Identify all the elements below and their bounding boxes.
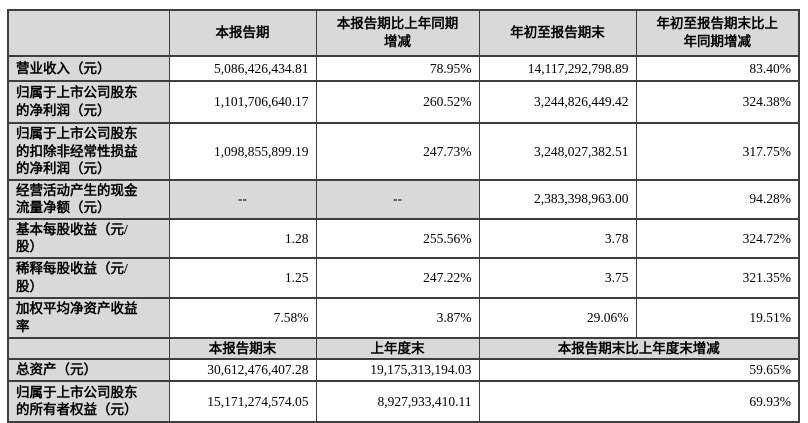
financial-summary-table: 本报告期 本报告期比上年同期 增减 年初至报告期末 年初至报告期末比上 年同期增… [7, 9, 800, 423]
header-row-end-of-period: 本报告期末 上年度末 本报告期末比上年度末增减 [7, 336, 800, 361]
value-current: 1.25 [168, 256, 317, 299]
metric-label: 加权平均净资产收益 率 [7, 296, 170, 339]
row-net-profit-excl-nonrecurring: 归属于上市公司股东 的扣除非经常性损益 的净利润（元） 1,098,855,89… [7, 122, 800, 181]
value-yoy: 78.95% [315, 55, 480, 82]
row-diluted-eps: 稀释每股收益（元/ 股） 1.25 247.22% 3.75 321.35% [7, 256, 800, 299]
value-end-of-period: 30,612,476,407.28 [168, 358, 317, 382]
value-yoy: 3.87% [315, 296, 480, 339]
row-revenue: 营业收入（元） 5,086,426,434.81 78.95% 14,117,2… [7, 55, 800, 82]
value-yoy: 247.73% [315, 122, 480, 181]
value-yoy: 247.22% [315, 256, 480, 299]
value-change: 69.93% [478, 379, 800, 423]
header-prior-year-end: 上年度末 [315, 336, 480, 361]
value-current: 7.58% [168, 296, 317, 339]
row-operating-cash-flow: 经营活动产生的现金 流量净额（元） -- -- 2,383,398,963.00… [7, 178, 800, 220]
row-total-assets: 总资产（元） 30,612,476,407.28 19,175,313,194.… [7, 358, 800, 382]
header-end-of-period: 本报告期末 [168, 336, 317, 361]
value-ytd-yoy: 94.28% [635, 178, 800, 220]
value-ytd: 3.78 [478, 217, 637, 259]
metric-label: 归属于上市公司股东 的扣除非经常性损益 的净利润（元） [7, 122, 170, 181]
header-year-to-date: 年初至报告期末 [478, 9, 637, 57]
metric-label: 基本每股收益（元/ 股） [7, 217, 170, 259]
value-change: 59.65% [478, 358, 800, 382]
value-ytd: 3,244,826,449.42 [478, 80, 637, 124]
value-current-na: -- [168, 178, 317, 220]
value-prior-year-end: 8,927,933,410.11 [315, 379, 480, 423]
value-ytd: 3,248,027,382.51 [478, 122, 637, 181]
value-ytd-yoy: 321.35% [635, 256, 800, 299]
header-current-period: 本报告期 [168, 9, 317, 57]
value-ytd-yoy: 317.75% [635, 122, 800, 181]
metric-label: 经营活动产生的现金 流量净额（元） [7, 178, 170, 220]
value-ytd: 29.06% [478, 296, 637, 339]
value-current: 1.28 [168, 217, 317, 259]
metric-label: 归属于上市公司股东 的净利润（元） [7, 80, 170, 124]
row-basic-eps: 基本每股收益（元/ 股） 1.28 255.56% 3.78 324.72% [7, 217, 800, 259]
value-ytd: 14,117,292,798.89 [478, 55, 637, 82]
header-empty-cell [7, 336, 170, 361]
value-end-of-period: 15,171,274,574.05 [168, 379, 317, 423]
header-change-vs-prior-year-end: 本报告期末比上年度末增减 [478, 336, 800, 361]
row-weighted-avg-roe: 加权平均净资产收益 率 7.58% 3.87% 29.06% 19.51% [7, 296, 800, 339]
value-ytd-yoy: 324.38% [635, 80, 800, 124]
header-empty-cell [7, 9, 170, 57]
value-yoy: 255.56% [315, 217, 480, 259]
value-yoy: 260.52% [315, 80, 480, 124]
value-ytd: 2,383,398,963.00 [478, 178, 637, 220]
financial-summary-section: 本报告期 本报告期比上年同期 增减 年初至报告期末 年初至报告期末比上 年同期增… [7, 9, 800, 423]
value-ytd-yoy: 324.72% [635, 217, 800, 259]
metric-label: 营业收入（元） [7, 55, 170, 82]
value-ytd: 3.75 [478, 256, 637, 299]
value-current: 1,098,855,899.19 [168, 122, 317, 181]
row-equity-attributable-to-shareholders: 归属于上市公司股东 的所有者权益（元） 15,171,274,574.05 8,… [7, 379, 800, 423]
value-yoy-na: -- [315, 178, 480, 220]
header-year-to-date-yoy: 年初至报告期末比上 年同期增减 [635, 9, 800, 57]
value-ytd-yoy: 19.51% [635, 296, 800, 339]
value-current: 5,086,426,434.81 [168, 55, 317, 82]
header-row-period: 本报告期 本报告期比上年同期 增减 年初至报告期末 年初至报告期末比上 年同期增… [7, 9, 800, 57]
metric-label: 稀释每股收益（元/ 股） [7, 256, 170, 299]
value-ytd-yoy: 83.40% [635, 55, 800, 82]
value-prior-year-end: 19,175,313,194.03 [315, 358, 480, 382]
value-current: 1,101,706,640.17 [168, 80, 317, 124]
header-current-period-yoy: 本报告期比上年同期 增减 [315, 9, 480, 57]
metric-label: 归属于上市公司股东 的所有者权益（元） [7, 379, 170, 423]
metric-label: 总资产（元） [7, 358, 170, 382]
row-net-profit: 归属于上市公司股东 的净利润（元） 1,101,706,640.17 260.5… [7, 80, 800, 124]
